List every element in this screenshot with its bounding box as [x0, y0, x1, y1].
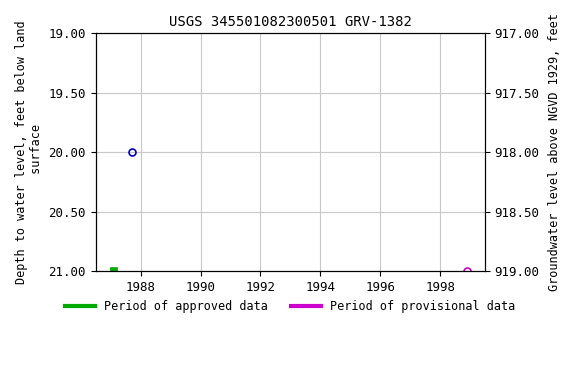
- Legend: Period of approved data, Period of provisional data: Period of approved data, Period of provi…: [60, 296, 520, 318]
- Y-axis label: Depth to water level, feet below land
 surface: Depth to water level, feet below land su…: [15, 20, 43, 284]
- Title: USGS 345501082300501 GRV-1382: USGS 345501082300501 GRV-1382: [169, 15, 412, 29]
- Y-axis label: Groundwater level above NGVD 1929, feet: Groundwater level above NGVD 1929, feet: [548, 13, 561, 291]
